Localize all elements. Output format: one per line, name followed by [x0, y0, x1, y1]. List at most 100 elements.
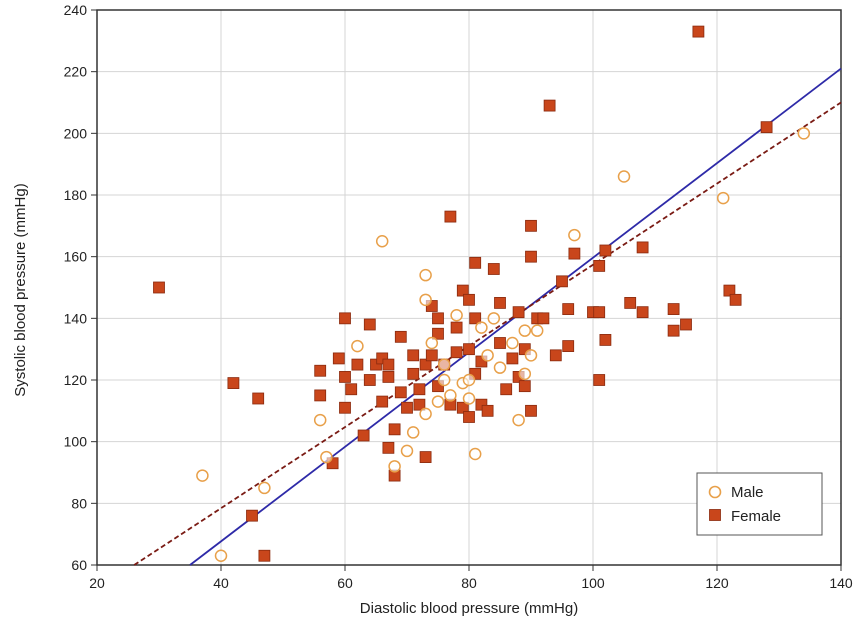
y-tick-label: 120: [64, 372, 88, 388]
female-point: [314, 364, 327, 377]
female-point: [562, 340, 575, 352]
female-point: [382, 371, 395, 383]
female-point: [525, 404, 537, 417]
female-point: [444, 210, 457, 223]
female-point: [394, 386, 407, 399]
female-point: [593, 306, 606, 319]
y-axis: 60 80 100 120 140 160 180 200 220 240: [64, 2, 97, 573]
female-point: [376, 352, 389, 365]
male-point: [437, 373, 451, 387]
male-point: [468, 447, 482, 461]
female-point: [227, 377, 240, 389]
female-point: [363, 318, 376, 331]
female-point: [456, 401, 469, 414]
x-tick-label: 60: [337, 575, 353, 591]
legend-box: [696, 472, 823, 536]
female-point: [680, 318, 692, 331]
female-point: [339, 401, 351, 414]
female-point: [723, 284, 736, 297]
male-point: [617, 170, 631, 183]
male-point: [506, 336, 519, 350]
female-point: [394, 330, 407, 343]
female-point: [382, 441, 395, 454]
male-point: [481, 349, 494, 362]
female-point: [599, 244, 612, 257]
female-point: [419, 358, 432, 371]
female-point: [252, 392, 265, 405]
male-point: [450, 309, 463, 322]
female-point: [153, 281, 165, 294]
female-point: [450, 346, 463, 359]
male-point: [400, 444, 414, 458]
female-point: [506, 352, 519, 365]
x-tick-label: 140: [829, 575, 853, 591]
male-point: [518, 367, 532, 381]
x-tick-label: 80: [461, 575, 477, 591]
male-point: [313, 413, 327, 427]
female-point: [624, 297, 637, 309]
female-point: [599, 334, 612, 346]
female-point: [469, 312, 482, 325]
female-point: [475, 398, 488, 411]
male-point: [716, 191, 730, 205]
x-tick-label: 100: [581, 575, 605, 591]
male-point: [530, 324, 544, 337]
female-point: [512, 306, 525, 319]
female-point: [692, 25, 705, 38]
y-tick-label: 180: [64, 187, 88, 203]
male-point: [419, 407, 432, 421]
female-point: [494, 337, 506, 349]
female-point: [432, 327, 444, 340]
female-point: [258, 549, 271, 562]
female-point: [456, 284, 469, 297]
y-tick-label: 100: [64, 434, 88, 450]
x-axis: 20 40 60 80 100 120 140: [89, 565, 853, 591]
legend-female-marker: [709, 509, 721, 521]
female-point: [568, 247, 581, 260]
female-point: [345, 383, 358, 396]
female-point: [407, 367, 420, 380]
female-point: [667, 324, 680, 337]
male-point: [320, 450, 333, 464]
male-point: [797, 127, 811, 140]
female-point: [407, 349, 420, 362]
female-point: [543, 99, 556, 112]
y-tick-label: 200: [64, 125, 88, 141]
female-point: [357, 429, 370, 442]
male-point: [351, 339, 364, 353]
male-point: [419, 268, 432, 282]
female-point: [450, 321, 463, 334]
female-point: [351, 358, 364, 371]
female-point: [556, 275, 568, 288]
male-point: [425, 336, 439, 350]
male-point: [568, 228, 581, 242]
male-point: [406, 426, 420, 439]
male-point: [196, 469, 209, 482]
female-point: [562, 303, 575, 315]
female-point: [370, 358, 382, 371]
male-point: [419, 293, 432, 307]
female-point: [537, 312, 550, 325]
legend: Male Female: [696, 472, 823, 536]
female-point: [332, 352, 345, 365]
female-point: [413, 383, 426, 396]
y-axis-title: Systolic blood pressure (mmHg): [12, 183, 29, 396]
y-tick-label: 220: [64, 64, 88, 80]
y-tick-label: 240: [64, 2, 88, 18]
female-point: [432, 312, 444, 325]
male-point: [487, 312, 501, 325]
male-point: [518, 324, 532, 337]
y-tick-label: 140: [64, 310, 88, 326]
male-point: [524, 349, 538, 362]
male-point: [258, 481, 271, 495]
female-point: [419, 451, 432, 463]
male-point: [493, 361, 507, 374]
female-point: [463, 293, 475, 306]
legend-male-label: Male: [731, 484, 764, 501]
legend-female-label: Female: [731, 508, 781, 525]
female-point: [463, 411, 475, 423]
male-point: [512, 413, 525, 427]
female-point: [388, 423, 401, 436]
male-point: [444, 389, 457, 402]
x-axis-title: Diastolic blood pressure (mmHg): [360, 600, 578, 617]
